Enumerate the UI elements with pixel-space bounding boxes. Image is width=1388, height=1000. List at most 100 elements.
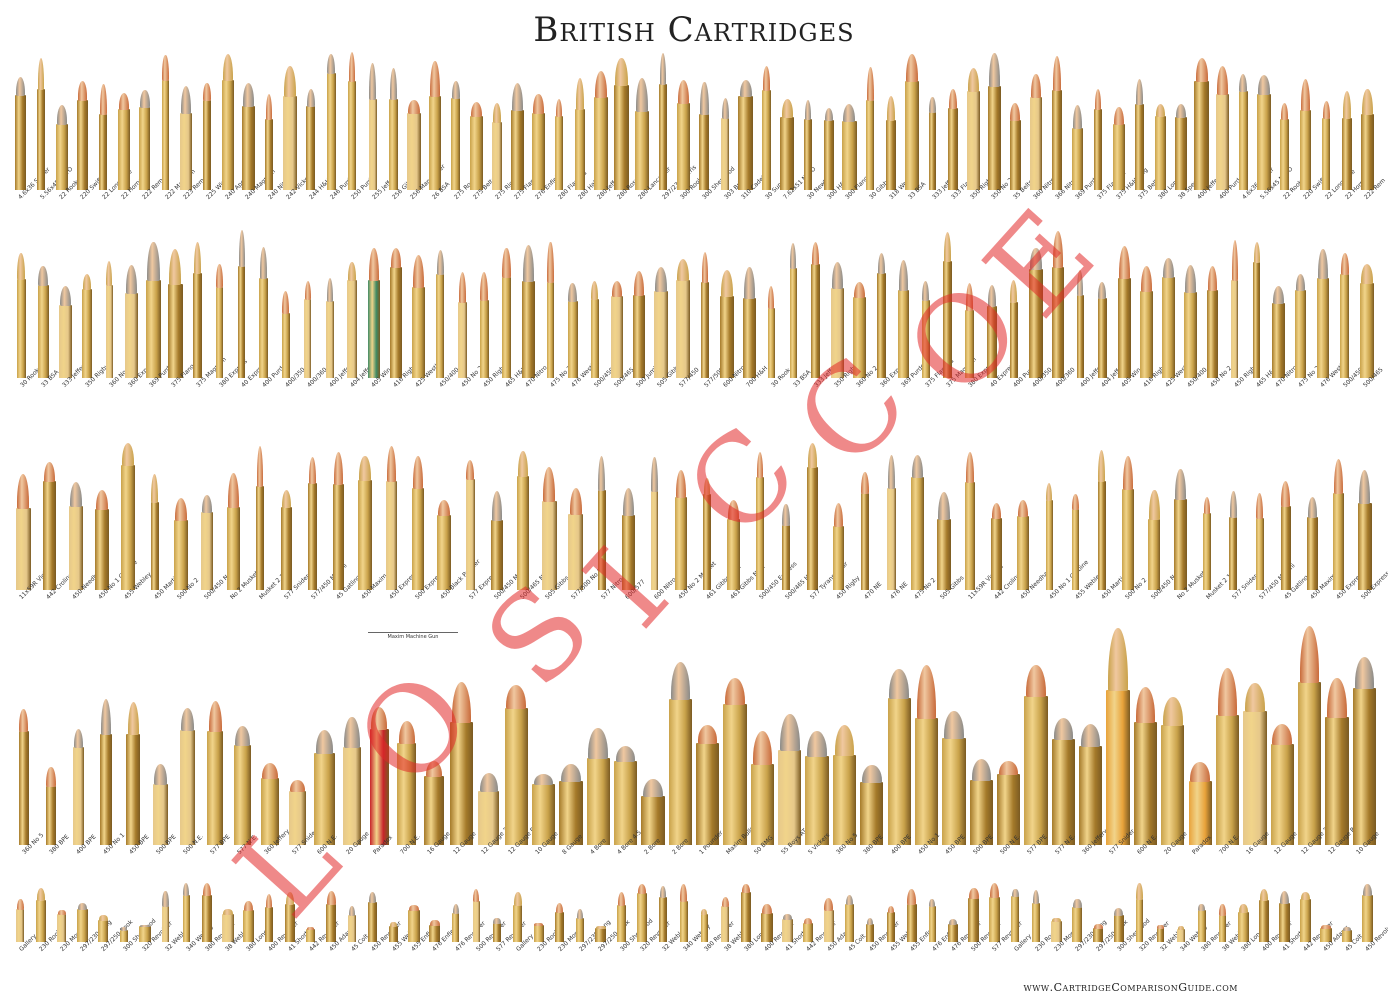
cartridge-bullet: [430, 920, 440, 926]
cartridge: [15, 473, 31, 590]
cartridge-bullet: [1093, 923, 1103, 929]
cartridge-bullet: [181, 86, 192, 114]
cartridge: [504, 684, 528, 845]
cartridge: [546, 241, 555, 378]
cartridge-case: [586, 757, 610, 845]
cartridge-row-4: 360 No 5 380 BPE 400 BPE 450 No 1 450 BPE 500…: [0, 585, 1388, 856]
cartridge: [1122, 455, 1134, 590]
cartridge: [1139, 265, 1153, 378]
cartridge-bullet: [235, 725, 250, 747]
cartridge-case: [1016, 516, 1029, 590]
cartridge-bullet: [534, 923, 543, 927]
cartridge-case: [457, 302, 467, 378]
cartridge: [1076, 269, 1084, 378]
cartridge: [99, 83, 108, 190]
cartridge-bullet: [1280, 890, 1290, 905]
cartridge-bullet: [756, 452, 763, 479]
cartridge: [429, 60, 441, 190]
cartridge: [451, 80, 461, 190]
cartridge-bullet: [425, 760, 443, 777]
cartridge-bullet: [1360, 264, 1374, 285]
cartridge-case: [479, 300, 490, 378]
cartridge: [886, 95, 896, 190]
cartridge: [119, 926, 129, 942]
cartridge: [465, 459, 476, 590]
cartridge-bullet: [971, 758, 992, 781]
cartridge: [478, 772, 500, 845]
cartridge: [906, 888, 917, 942]
cartridge-bullet: [1296, 274, 1306, 291]
cartridge: [511, 82, 525, 190]
cartridge-case: [429, 95, 441, 190]
cartridge: [1362, 883, 1374, 942]
cartridge: [492, 917, 502, 942]
cartridge-bullet: [637, 883, 647, 894]
cartridge-case: [449, 722, 474, 845]
cartridge-bullet: [1300, 892, 1311, 900]
cartridge-case: [1097, 481, 1106, 590]
cartridge-case: [281, 313, 290, 378]
cartridge: [726, 499, 741, 590]
cartridge-case: [1340, 273, 1350, 378]
cartridge-case: [161, 905, 170, 942]
cartridge: [1072, 898, 1083, 942]
cartridge: [740, 883, 751, 942]
cartridge-bullet: [866, 66, 874, 102]
cartridge-bullet: [386, 445, 396, 482]
cartridge-case: [368, 901, 377, 942]
cartridge-case: [37, 88, 45, 190]
cartridge-case: [567, 301, 578, 378]
cartridge-bullet: [181, 707, 195, 731]
cartridge-bullet: [202, 882, 212, 897]
cartridge: [887, 668, 911, 845]
cartridge-case: [1362, 895, 1374, 942]
cartridge: [947, 918, 959, 942]
cartridge-bullet: [1219, 904, 1226, 916]
cartridge-bullet: [389, 921, 397, 928]
cartridge-bullet: [701, 251, 709, 284]
cartridge-case: [760, 913, 773, 942]
cartridge-bullet: [1238, 904, 1248, 914]
cartridge: [368, 62, 377, 190]
cartridge: [738, 79, 754, 190]
cartridge: [860, 471, 870, 590]
cartridge-bullet: [659, 52, 667, 85]
cartridge-bullet: [1229, 491, 1237, 518]
cartridge: [207, 700, 224, 845]
cartridge: [76, 80, 89, 190]
cartridge-bullet: [615, 57, 628, 87]
cartridge: [436, 499, 452, 590]
cartridge-case: [531, 784, 556, 845]
cartridge-case: [282, 95, 297, 190]
cartridge-case: [1299, 898, 1311, 942]
cartridge-bullet: [282, 291, 290, 315]
cartridge-bullet: [659, 886, 667, 899]
cartridge: [1299, 891, 1311, 942]
cartridge-case: [1009, 119, 1022, 190]
cartridge-case: [659, 897, 667, 942]
cartridge-bullet: [326, 277, 333, 302]
cartridge-case: [407, 113, 421, 190]
cartridge-case: [1052, 267, 1065, 378]
cartridge: [202, 82, 212, 190]
cartridge: [1253, 241, 1261, 378]
cartridge-bullet: [1118, 245, 1130, 280]
cartridge-bullet: [17, 899, 24, 910]
cartridge-case: [207, 731, 224, 845]
cartridge-case: [617, 905, 626, 942]
cartridge-bullet: [969, 887, 979, 899]
cartridge-case: [314, 752, 336, 845]
cartridge-case: [1183, 292, 1198, 378]
cartridge: [1333, 458, 1344, 590]
cartridge-case: [947, 923, 959, 942]
cartridge-bullet: [761, 903, 772, 915]
cartridge-bullet: [700, 82, 709, 115]
cartridge-bullet: [1053, 718, 1074, 740]
cartridge: [1317, 248, 1329, 378]
cartridge: [348, 905, 356, 942]
cartridge-bullet: [491, 490, 502, 521]
cartridge-case: [1113, 914, 1125, 942]
cartridge: [326, 277, 334, 378]
cartridge-bullet: [512, 83, 524, 112]
cartridge: [699, 81, 710, 190]
